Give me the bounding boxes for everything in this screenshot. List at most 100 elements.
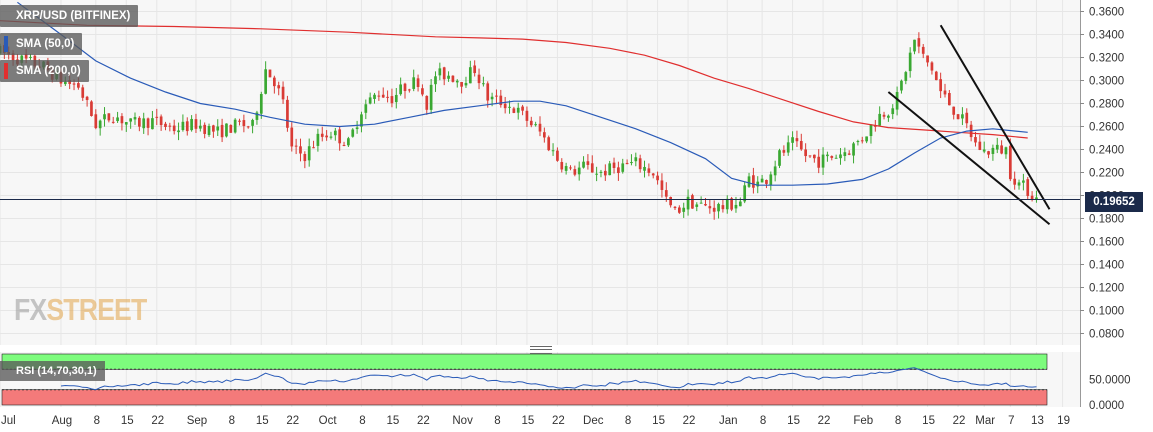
candle-body xyxy=(978,141,982,150)
candle-body xyxy=(721,205,725,210)
candlestick xyxy=(512,106,516,114)
candlestick xyxy=(612,157,616,174)
candlestick xyxy=(860,136,864,144)
y-tick-label: 0.3000 xyxy=(1089,76,1124,88)
candlestick xyxy=(281,81,285,104)
candlestick xyxy=(429,79,433,115)
candlestick xyxy=(564,162,568,175)
candle-body xyxy=(904,72,908,81)
candle-body xyxy=(678,207,681,213)
candle-body xyxy=(142,118,146,129)
pane-resize-handle[interactable] xyxy=(530,346,552,354)
candlestick xyxy=(364,99,368,120)
legend-sma-50[interactable]: SMA (50,0) xyxy=(0,33,83,55)
x-tick-label: Dec xyxy=(583,415,604,427)
sma-200-line xyxy=(0,20,1028,139)
candle-body xyxy=(368,97,372,104)
candle-body xyxy=(273,77,276,87)
candlestick xyxy=(499,89,503,108)
rsi-overbought-zone xyxy=(1,353,1048,370)
candle-body xyxy=(856,141,860,143)
candlestick xyxy=(778,148,781,169)
candlestick xyxy=(120,113,124,131)
candlestick xyxy=(939,72,942,99)
candlestick xyxy=(887,114,890,122)
candlestick xyxy=(978,134,982,151)
candle-body xyxy=(482,83,485,85)
candle-body xyxy=(81,87,85,98)
candlestick xyxy=(769,171,773,191)
x-tick-label: Feb xyxy=(853,415,873,427)
candlestick xyxy=(529,116,533,128)
candle-body xyxy=(316,133,320,146)
chart-title: XRP/USD (BITFINEX) xyxy=(0,5,139,27)
candle-body xyxy=(630,162,633,164)
x-tick-label: Mar xyxy=(975,415,995,427)
last-price-tag: 0.19652 xyxy=(1085,192,1143,212)
candlestick xyxy=(786,135,790,156)
candle-body xyxy=(277,85,281,89)
candle-body xyxy=(873,125,877,127)
candle-body xyxy=(595,173,598,175)
candle-body xyxy=(468,67,472,84)
candle-body xyxy=(634,157,638,162)
candle-body xyxy=(534,124,537,126)
candle-body xyxy=(987,151,990,155)
rsi-tick-label: 50.0000 xyxy=(1089,375,1131,387)
candle-body xyxy=(817,156,821,168)
legend-sma-200[interactable]: SMA (200,0) xyxy=(0,60,89,82)
candlestick xyxy=(782,145,786,157)
candlestick xyxy=(225,123,228,138)
candle-body xyxy=(390,96,394,104)
candlestick xyxy=(1000,140,1003,155)
candle-body xyxy=(782,150,786,153)
candle-body xyxy=(20,55,24,63)
candlestick xyxy=(556,147,559,162)
candlestick xyxy=(516,102,520,120)
x-tick-label: 7 xyxy=(1008,415,1014,427)
x-tick-label: 22 xyxy=(818,415,831,427)
candle-body xyxy=(1000,145,1003,154)
candle-body xyxy=(799,140,803,150)
candle-body xyxy=(216,126,220,131)
candlestick xyxy=(342,141,346,147)
candlestick xyxy=(987,150,990,159)
candle-body xyxy=(612,162,616,168)
candle-body xyxy=(926,55,929,63)
candlestick xyxy=(669,196,672,208)
candlestick xyxy=(111,116,115,124)
candlestick xyxy=(817,149,821,174)
trendline-2 xyxy=(939,24,1051,210)
candle-body xyxy=(233,119,237,133)
candle-body xyxy=(625,162,629,165)
candlestick xyxy=(917,32,921,54)
candlestick xyxy=(691,193,694,209)
fxstreet-watermark-logo: FXSTREET xyxy=(14,292,147,328)
candlestick xyxy=(408,88,411,93)
candle-body xyxy=(521,106,524,111)
candle-body xyxy=(664,190,668,197)
candle-body xyxy=(765,180,768,184)
candlestick xyxy=(373,92,376,104)
candle-body xyxy=(373,94,376,99)
candlestick xyxy=(142,112,146,134)
candle-body xyxy=(795,138,799,142)
candlestick xyxy=(495,89,498,105)
candle-body xyxy=(281,86,285,100)
candlestick xyxy=(394,87,398,109)
candlestick xyxy=(843,147,847,162)
candle-body xyxy=(85,96,89,101)
candle-body xyxy=(181,121,185,131)
candle-body xyxy=(268,69,272,78)
candle-body xyxy=(952,106,956,115)
candle-body xyxy=(895,91,899,110)
candle-body xyxy=(503,103,507,109)
x-tick-label: 15 xyxy=(787,415,800,427)
candlestick xyxy=(159,114,163,131)
candlestick xyxy=(991,144,995,161)
candle-body xyxy=(325,135,328,138)
y-tick-label: 0.1200 xyxy=(1089,283,1124,295)
candlestick xyxy=(839,148,842,165)
candle-body xyxy=(538,123,542,132)
candle-body xyxy=(621,163,625,172)
